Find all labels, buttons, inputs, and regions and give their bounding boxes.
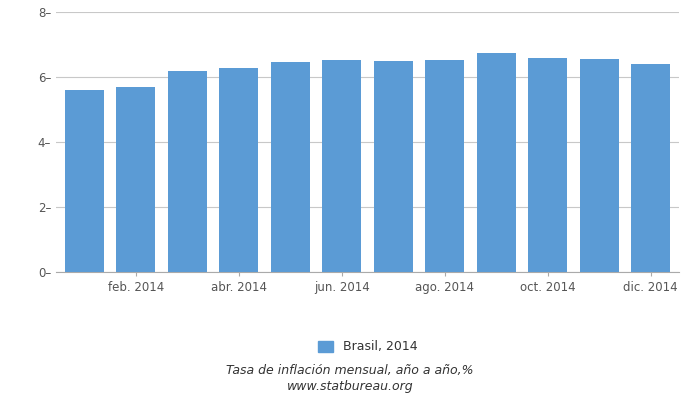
Text: Tasa de inflación mensual, año a año,%: Tasa de inflación mensual, año a año,% <box>226 364 474 377</box>
Bar <box>323 60 361 272</box>
Bar <box>580 59 619 272</box>
Bar <box>528 58 567 272</box>
Bar <box>65 90 104 272</box>
Bar <box>374 61 412 272</box>
Text: www.statbureau.org: www.statbureau.org <box>287 380 413 393</box>
Bar <box>631 64 670 272</box>
Bar <box>271 62 309 272</box>
Bar <box>426 60 464 272</box>
Bar <box>220 68 258 272</box>
Bar <box>477 53 515 272</box>
Bar <box>168 72 206 272</box>
Legend: Brasil, 2014: Brasil, 2014 <box>313 336 422 358</box>
Bar <box>116 87 155 272</box>
